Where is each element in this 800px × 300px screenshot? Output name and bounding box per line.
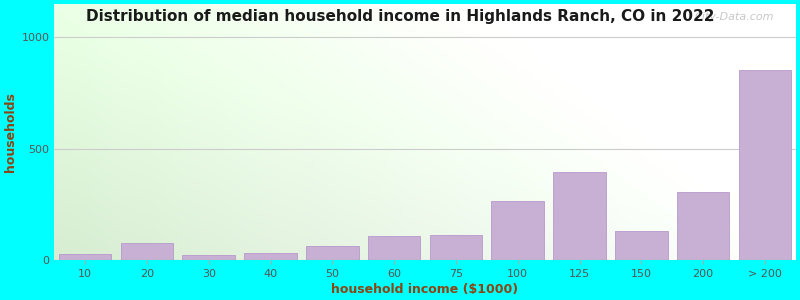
Y-axis label: households: households <box>4 92 17 172</box>
Bar <box>738 70 791 260</box>
X-axis label: household income ($1000): household income ($1000) <box>331 283 518 296</box>
Bar <box>306 246 358 260</box>
Bar <box>430 235 482 260</box>
Bar <box>677 192 730 260</box>
Bar <box>554 172 606 260</box>
Text: Distribution of median household income in Highlands Ranch, CO in 2022: Distribution of median household income … <box>86 9 714 24</box>
Bar <box>182 255 235 260</box>
Bar <box>121 243 173 260</box>
Bar <box>368 236 420 260</box>
Bar <box>59 254 111 260</box>
Text: City-Data.com: City-Data.com <box>694 12 774 22</box>
Bar <box>615 231 667 260</box>
Bar <box>491 201 544 260</box>
Bar <box>244 253 297 260</box>
